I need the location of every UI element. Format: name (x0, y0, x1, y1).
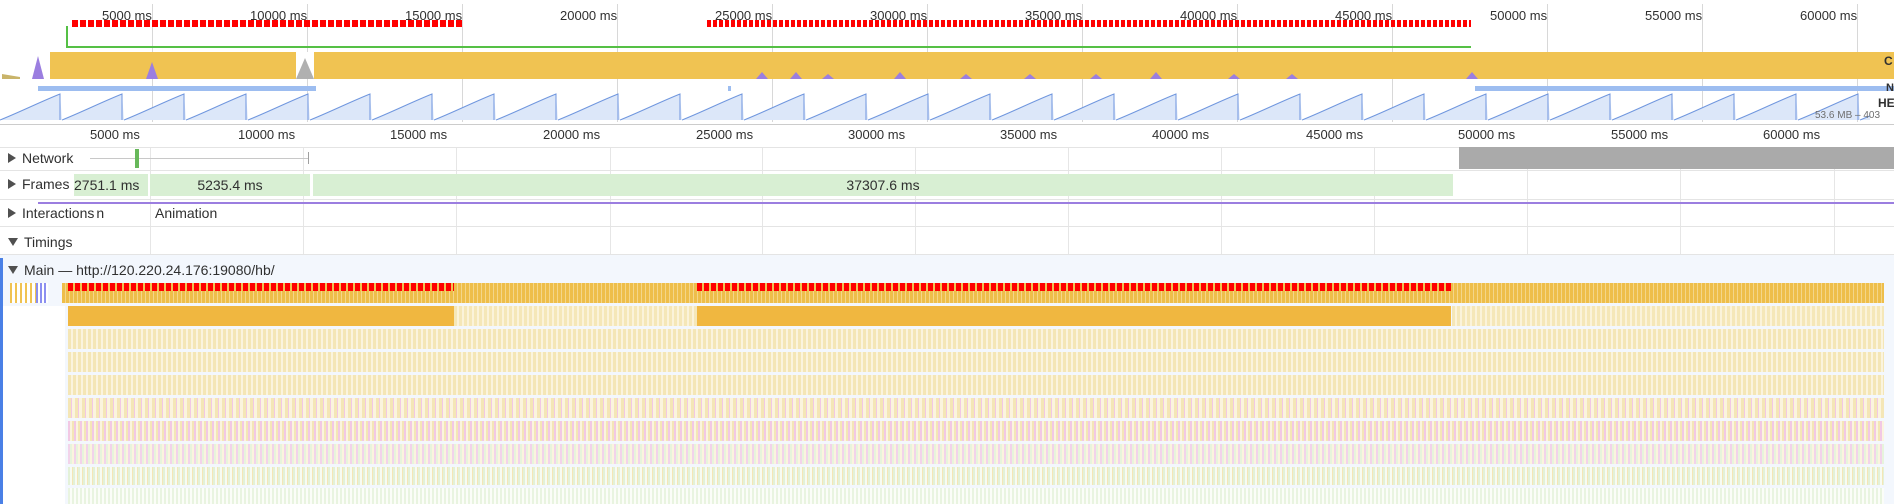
ruler-tick-label: 40000 ms (1152, 127, 1210, 142)
animation-label[interactable]: Animation (155, 205, 218, 221)
overview-tick-label: 20000 ms (560, 8, 618, 23)
ruler-tick-label: 60000 ms (1763, 127, 1821, 142)
long-task-strip (707, 20, 1471, 27)
track-divider (0, 147, 1894, 148)
flame-idle-left (3, 306, 65, 504)
flame-row-tasks (10, 283, 38, 303)
overview-tick-label: 40000 ms (1180, 8, 1238, 23)
collapse-arrow-icon (8, 266, 18, 274)
expand-arrow-icon (8, 208, 16, 218)
flame-row-scripting (454, 306, 697, 326)
ruler-tick-label: 45000 ms (1306, 127, 1364, 142)
fps-line (66, 46, 1471, 48)
flame-row-gc (68, 467, 1884, 485)
flame-row-calls (68, 352, 1884, 372)
network-overview-bar (38, 86, 316, 91)
fps-spike (66, 26, 68, 48)
frame-block[interactable]: 2751.1 ms (74, 174, 148, 196)
network-request-bar[interactable] (1459, 147, 1894, 169)
ruler-tick-label: 55000 ms (1611, 127, 1669, 142)
flame-row-tasks (36, 283, 48, 303)
ruler-tick-label: 10000 ms (238, 127, 296, 142)
long-task-markers (68, 283, 454, 291)
network-request-end (308, 152, 309, 164)
track-divider (0, 199, 1894, 200)
ruler-tick-label: 5000 ms (90, 127, 140, 142)
timings-track-header[interactable]: Timings (8, 234, 73, 250)
interactions-overview-line (38, 202, 1894, 204)
overview-tick-label: 5000 ms (102, 8, 152, 23)
network-request-bar[interactable] (135, 149, 139, 168)
flame-row-scripting (697, 306, 1451, 326)
flame-row-calls (68, 375, 1884, 395)
frame-duration: 37307.6 ms (846, 177, 920, 193)
heap-range-label: 53.6 MB – 403 (1815, 110, 1881, 121)
long-task-strip (72, 20, 462, 27)
selection-bar (0, 258, 3, 504)
frame-block[interactable]: 37307.6 ms (313, 174, 1453, 196)
frame-block[interactable]: 5235.4 ms (150, 174, 310, 196)
track-divider (0, 254, 1894, 255)
overview-tick-label: 30000 ms (870, 8, 928, 23)
heap-sawtooth-chart (0, 92, 1870, 122)
main-track-label: Main — http://120.220.24.176:19080/hb/ (24, 262, 275, 278)
ruler-tick-label: 15000 ms (390, 127, 448, 142)
flame-row-scripting (1452, 306, 1884, 326)
ruler-tick-label: 25000 ms (696, 127, 754, 142)
ruler-tick-label: 20000 ms (543, 127, 601, 142)
overview-tick-label: 60000 ms (1800, 8, 1858, 23)
frames-track-header[interactable]: Frames (8, 176, 69, 192)
overview-tick-label: 55000 ms (1645, 8, 1703, 23)
frame-duration: 2751.1 ms (74, 177, 140, 193)
network-overview-bar (728, 86, 731, 91)
timeline-ruler[interactable]: 5000 ms 10000 ms 15000 ms 20000 ms 25000… (0, 125, 1894, 147)
flame-chart[interactable] (0, 283, 1894, 504)
collapse-arrow-icon (8, 238, 18, 246)
network-track-label: Network (22, 150, 74, 166)
network-cut-label: N (1886, 82, 1894, 94)
heap-cut-label: HE (1878, 96, 1894, 110)
overview-tick-label: 25000 ms (715, 8, 773, 23)
overview-tick-label: 35000 ms (1025, 8, 1083, 23)
main-track-header[interactable]: Main — http://120.220.24.176:19080/hb/ (8, 262, 275, 278)
flame-row-gc (68, 444, 1884, 464)
cpu-scripting-band (50, 52, 1894, 79)
timings-track-label: Timings (24, 234, 73, 250)
flame-row-scripting (68, 306, 454, 326)
network-track-header[interactable]: Network (8, 150, 73, 166)
network-request-line (90, 158, 308, 159)
track-divider (0, 226, 1894, 227)
long-task-markers (697, 283, 1451, 291)
overview-tick-label: 50000 ms (1490, 8, 1548, 23)
ruler-tick-label: 35000 ms (1000, 127, 1058, 142)
frames-track-label: Frames (22, 176, 70, 192)
expand-arrow-icon (8, 179, 16, 189)
ruler-tick-label: 30000 ms (848, 127, 906, 142)
interactions-track-label: Interactions (22, 205, 95, 221)
ruler-tick-label: 50000 ms (1458, 127, 1516, 142)
interactions-track-suffix: n (96, 205, 105, 221)
track-divider (0, 170, 1894, 171)
frame-duration: 5235.4 ms (197, 177, 263, 193)
overview-tick-label: 45000 ms (1335, 8, 1393, 23)
overview-tick-label: 10000 ms (250, 8, 308, 23)
overview-tick-label: 15000 ms (405, 8, 463, 23)
flame-row-gc (68, 488, 1884, 504)
cpu-rendering-peaks (2, 56, 1478, 79)
cpu-cut-label: C (1884, 54, 1893, 68)
flame-row-mixed (68, 398, 1884, 418)
interactions-track-header[interactable]: Interactions n (8, 205, 104, 221)
network-overview-bar (1475, 86, 1894, 91)
expand-arrow-icon (8, 153, 16, 163)
flame-row-calls (68, 329, 1884, 349)
flame-row-mixed (68, 421, 1884, 441)
overview-pane[interactable]: 5000 ms 10000 ms 15000 ms 20000 ms 25000… (0, 0, 1894, 125)
